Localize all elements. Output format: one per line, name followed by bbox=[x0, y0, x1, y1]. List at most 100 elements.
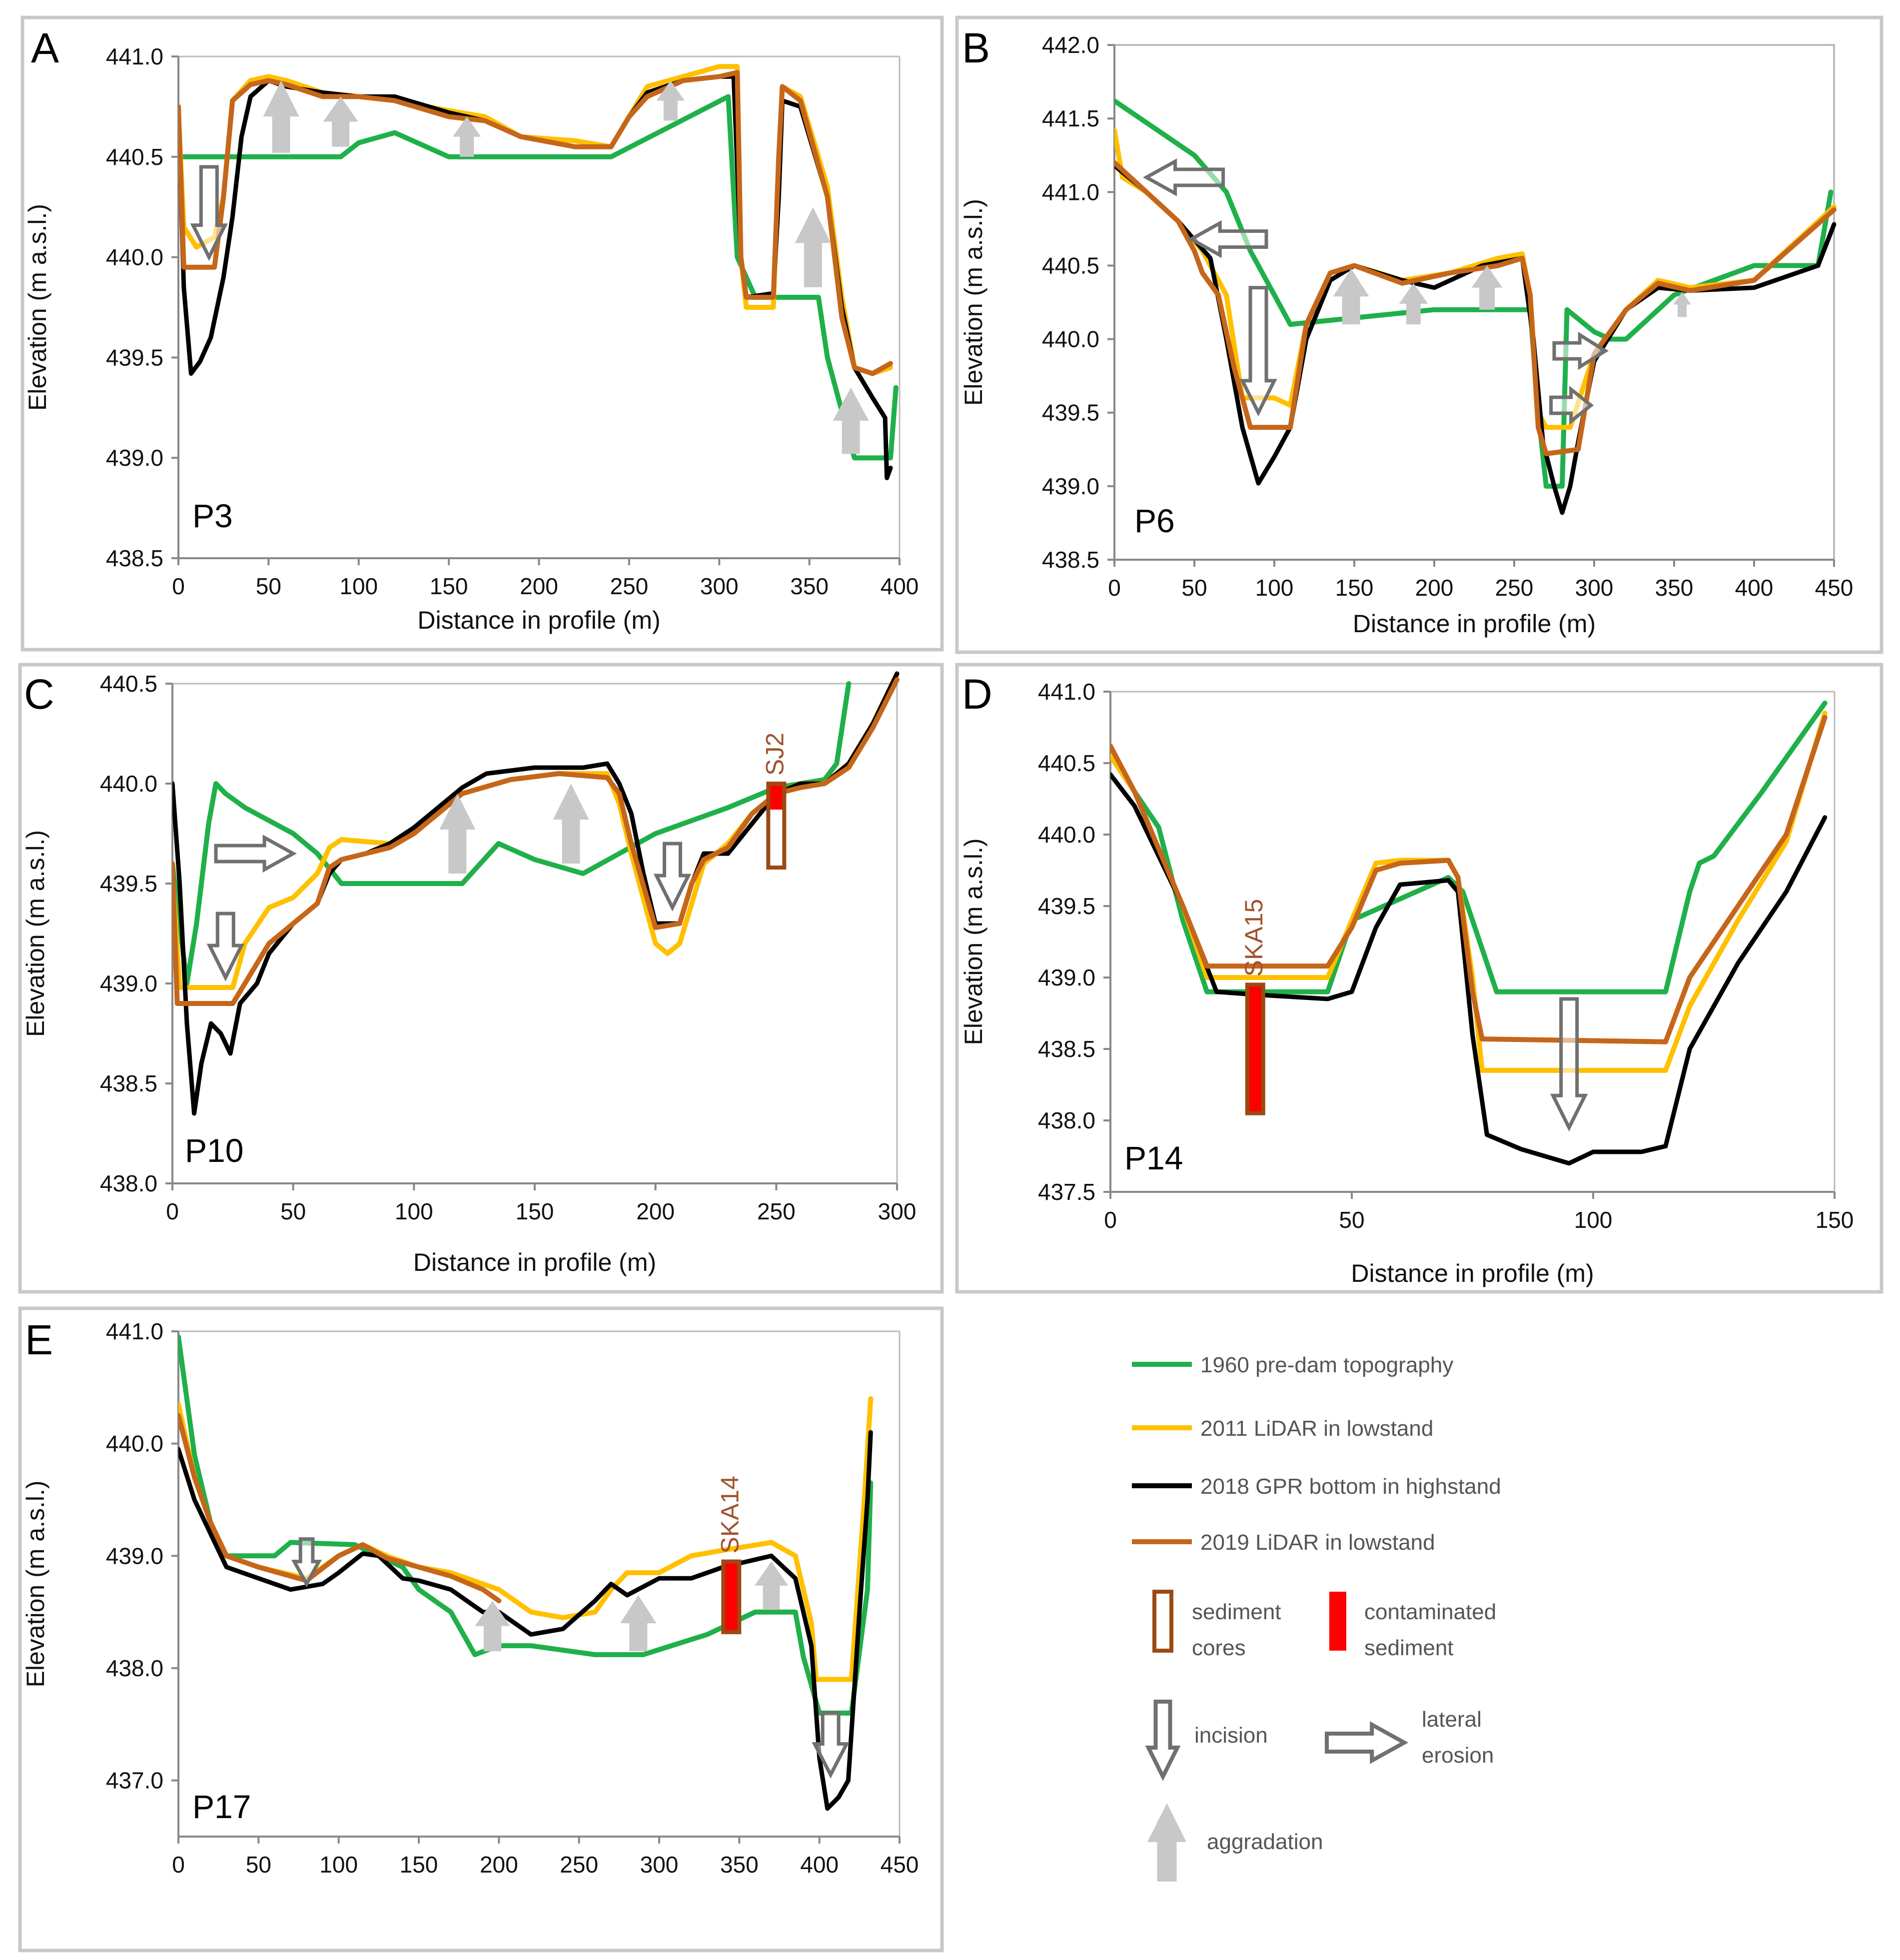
x-tick-label: 50 bbox=[246, 1852, 271, 1878]
aggradation-arrow bbox=[263, 80, 299, 153]
aggradation-arrow bbox=[620, 1595, 657, 1652]
panel-a: 438.5 439.0 439.5 440.0 440.5 441.0 0 50 100 150 2… bbox=[20, 15, 944, 652]
y-tick-label: 441.0 bbox=[1038, 679, 1095, 705]
panel-letter: D bbox=[962, 671, 992, 718]
legend-label-2011: 2011 LiDAR in lowstand bbox=[1200, 1416, 1433, 1441]
lateral-erosion-arrow bbox=[1187, 220, 1268, 258]
legend-label-contaminated: contaminated sediment bbox=[1364, 1600, 1502, 1660]
aggradation-arrow bbox=[553, 784, 589, 864]
series-line-brown bbox=[1110, 715, 1828, 1044]
x-tick-label: 200 bbox=[520, 573, 558, 599]
y-tick-label: 441.5 bbox=[1042, 105, 1099, 131]
y-tick-label: 440.0 bbox=[1038, 822, 1095, 848]
series-line-green bbox=[1110, 700, 1828, 994]
lateral-arrow-shape bbox=[1325, 1721, 1409, 1764]
series-line-brown bbox=[178, 70, 893, 376]
sediment-core bbox=[1245, 982, 1265, 1115]
x-tick-label: 400 bbox=[800, 1852, 839, 1878]
lateral-erosion-arrow bbox=[1142, 158, 1225, 196]
y-axis-title: Elevation (m a.s.l.) bbox=[959, 838, 987, 1045]
profile-name: P6 bbox=[1134, 502, 1175, 539]
y-tick-label: 441.0 bbox=[106, 1318, 163, 1344]
x-tick-label: 350 bbox=[1655, 575, 1694, 601]
series-line-black bbox=[1110, 772, 1828, 1166]
sediment-core bbox=[766, 782, 787, 870]
series-line-black bbox=[178, 1430, 873, 1811]
x-axis-title: Distance in profile (m) bbox=[413, 1248, 656, 1276]
panel-frame bbox=[955, 663, 1884, 1294]
incision-arrow bbox=[1550, 997, 1588, 1132]
y-tick-label: 438.5 bbox=[1042, 547, 1099, 573]
x-tick-label: 150 bbox=[430, 573, 468, 599]
y-tick-label: 440.5 bbox=[100, 671, 157, 697]
aggradation-arrow bbox=[1333, 268, 1369, 325]
core-label: SKA14 bbox=[716, 1476, 744, 1554]
aggradation-arrow-shape bbox=[1147, 1803, 1186, 1882]
panel-e: 437.0 438.0 439.0 440.0 441.0 0 50 100 150 200 250… bbox=[18, 1306, 944, 1953]
incision-arrow-shape bbox=[1145, 1700, 1181, 1781]
y-tick-label: 439.5 bbox=[106, 344, 163, 370]
x-tick-label: 300 bbox=[878, 1198, 917, 1224]
x-tick-label: 400 bbox=[1735, 575, 1774, 601]
lateral-erosion-arrow bbox=[1549, 385, 1594, 425]
legend-label-sediment-cores: sediment cores bbox=[1192, 1600, 1287, 1660]
x-tick-label: 50 bbox=[1339, 1207, 1364, 1233]
x-tick-label: 100 bbox=[1255, 575, 1294, 601]
x-tick-label: 100 bbox=[319, 1852, 358, 1878]
x-tick-label: 250 bbox=[1495, 575, 1534, 601]
core-label: SJ2 bbox=[761, 733, 789, 776]
y-tick-label: 440.0 bbox=[106, 1431, 163, 1457]
x-tick-label: 0 bbox=[166, 1198, 179, 1224]
panel-d: 437.5 438.0 438.5 439.0 439.5 440.0 440.5 441.0… bbox=[955, 663, 1884, 1294]
legend-contaminated-symbol bbox=[1329, 1592, 1346, 1651]
panel-letter: A bbox=[31, 24, 59, 71]
incision-arrow bbox=[653, 842, 692, 912]
x-tick-label: 200 bbox=[1415, 575, 1454, 601]
series-line-brown bbox=[1114, 160, 1837, 457]
aggradation-arrow bbox=[754, 1561, 789, 1610]
profile-name: P17 bbox=[192, 1788, 251, 1825]
core-contaminated bbox=[768, 784, 785, 810]
x-axis-title: Distance in profile (m) bbox=[1351, 1259, 1594, 1287]
core-label: SKA15 bbox=[1240, 899, 1268, 977]
x-tick-label: 150 bbox=[1335, 575, 1374, 601]
legend-core-symbol bbox=[1152, 1590, 1173, 1653]
sediment-core bbox=[721, 1559, 742, 1635]
legend-label-aggradation: aggradation bbox=[1207, 1830, 1323, 1854]
x-tick-label: 450 bbox=[1815, 575, 1854, 601]
y-tick-label: 439.5 bbox=[100, 871, 157, 897]
legend-label-incision: incision bbox=[1194, 1723, 1268, 1748]
incision-arrow bbox=[291, 1537, 322, 1588]
y-tick-label: 440.5 bbox=[1038, 750, 1095, 776]
series-line-black bbox=[172, 671, 900, 1116]
y-tick-label: 440.5 bbox=[106, 144, 163, 170]
x-tick-label: 350 bbox=[720, 1852, 759, 1878]
incision-arrow bbox=[190, 165, 228, 261]
aggradation-arrow bbox=[1673, 292, 1691, 317]
x-tick-label: 300 bbox=[640, 1852, 679, 1878]
x-tick-label: 0 bbox=[172, 1852, 185, 1878]
panel-frame bbox=[955, 15, 1884, 654]
y-tick-label: 437.5 bbox=[1038, 1179, 1095, 1205]
panel-frame bbox=[18, 1306, 944, 1953]
x-tick-label: 100 bbox=[339, 573, 378, 599]
panel-frame bbox=[20, 15, 944, 652]
legend-incision-arrow bbox=[1145, 1700, 1181, 1781]
incision-arrow bbox=[1239, 286, 1277, 417]
x-tick-label: 400 bbox=[881, 573, 919, 599]
y-tick-label: 438.0 bbox=[100, 1170, 157, 1196]
panel-letter: C bbox=[24, 671, 54, 718]
y-tick-label: 439.0 bbox=[106, 445, 163, 471]
y-tick-label: 439.5 bbox=[1042, 400, 1099, 426]
series-line-brown bbox=[178, 1413, 502, 1604]
aggradation-arrow bbox=[453, 116, 481, 157]
x-tick-label: 300 bbox=[1575, 575, 1614, 601]
profile-name: P10 bbox=[185, 1132, 243, 1169]
x-tick-label: 100 bbox=[395, 1198, 433, 1224]
x-tick-label: 0 bbox=[1104, 1207, 1117, 1233]
x-tick-label: 150 bbox=[400, 1852, 438, 1878]
y-tick-label: 440.0 bbox=[106, 244, 163, 270]
panel-c: 438.0 438.5 439.0 439.5 440.0 440.5 0 50 100 150 2… bbox=[18, 663, 944, 1294]
lateral-erosion-arrow bbox=[1552, 331, 1609, 370]
